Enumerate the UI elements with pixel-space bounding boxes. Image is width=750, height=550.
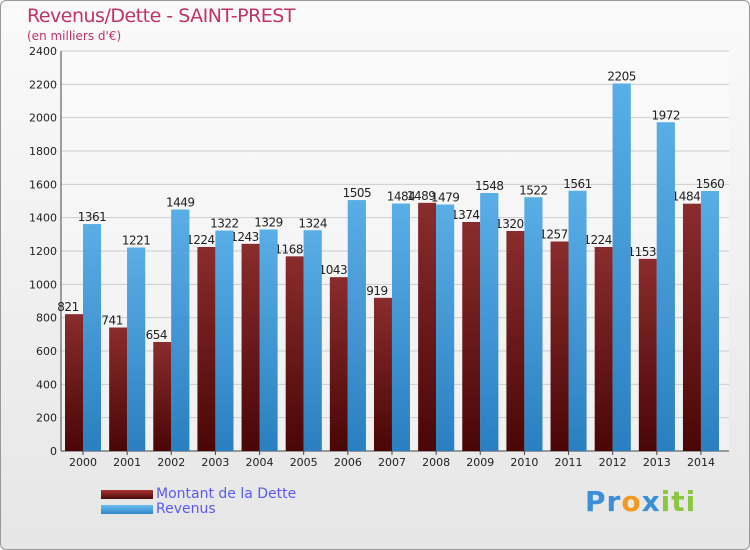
x-tick-label: 2006 xyxy=(334,456,362,469)
data-label-revenus: 1329 xyxy=(254,216,283,230)
chart-subtitle: (en milliers d'€) xyxy=(27,29,122,43)
data-label-revenus: 1522 xyxy=(519,183,548,197)
data-label-dette: 1320 xyxy=(495,217,524,231)
y-tick-label: 0 xyxy=(50,445,57,458)
legend-label-dette: Montant de la Dette xyxy=(156,486,297,502)
data-label-dette: 821 xyxy=(57,300,78,314)
bar-revenus-overlay xyxy=(480,193,499,451)
x-tick-label: 2001 xyxy=(113,456,141,469)
bar-dette xyxy=(197,247,216,451)
data-label-revenus: 2205 xyxy=(607,70,636,84)
x-tick-label: 2009 xyxy=(466,456,494,469)
data-label-revenus: 1505 xyxy=(343,186,372,200)
bar-dette xyxy=(285,256,304,451)
x-tick-label: 2003 xyxy=(201,456,229,469)
y-tick-label: 1600 xyxy=(29,178,57,191)
bar-dette xyxy=(329,277,348,451)
bar-revenus-overlay xyxy=(568,190,587,452)
bar-dette xyxy=(373,297,392,451)
bar-revenus-overlay xyxy=(127,247,146,451)
data-label-dette: 1043 xyxy=(319,263,348,277)
bar-revenus-overlay xyxy=(612,83,631,451)
bar-revenus-overlay xyxy=(83,224,101,451)
x-tick-label: 2013 xyxy=(643,456,671,469)
y-tick-label: 200 xyxy=(36,412,57,425)
data-label-dette: 1489 xyxy=(407,189,436,203)
data-label-revenus: 1449 xyxy=(166,196,195,210)
x-tick-label: 2004 xyxy=(246,456,274,469)
bar-revenus-overlay xyxy=(303,230,322,451)
data-label-revenus: 1361 xyxy=(78,210,107,224)
y-tick-label: 600 xyxy=(36,345,57,358)
x-tick-label: 2012 xyxy=(599,456,627,469)
data-label-revenus: 1324 xyxy=(298,216,327,230)
legend-swatch-dette xyxy=(101,490,153,499)
x-tick-label: 2014 xyxy=(687,456,715,469)
bar-dette xyxy=(594,247,613,451)
x-tick-label: 2011 xyxy=(555,456,583,469)
bar-revenus-overlay xyxy=(259,229,278,451)
y-tick-label: 1000 xyxy=(29,278,57,291)
data-label-dette: 1257 xyxy=(539,228,568,242)
y-tick-label: 1400 xyxy=(29,212,57,225)
bar-dette xyxy=(153,342,172,451)
data-label-revenus: 1972 xyxy=(652,108,681,122)
data-label-revenus: 1561 xyxy=(563,177,592,191)
x-tick-label: 2005 xyxy=(290,456,318,469)
data-label-dette: 1224 xyxy=(583,233,612,247)
data-label-revenus: 1221 xyxy=(122,234,151,248)
legend-label-revenus: Revenus xyxy=(156,501,216,517)
x-tick-label: 2008 xyxy=(422,456,450,469)
y-tick-label: 800 xyxy=(36,312,57,325)
bar-dette xyxy=(418,202,437,451)
data-label-dette: 1224 xyxy=(186,233,215,247)
x-tick-label: 2000 xyxy=(69,456,97,469)
data-label-dette: 919 xyxy=(366,284,387,298)
y-tick-label: 2000 xyxy=(29,112,57,125)
data-label-dette: 1484 xyxy=(672,190,701,204)
bar-dette xyxy=(682,203,701,451)
bar-dette xyxy=(65,314,83,451)
data-label-dette: 1374 xyxy=(451,208,480,222)
bar-dette xyxy=(462,222,481,451)
data-label-revenus: 1484 xyxy=(387,190,416,204)
y-tick-label: 1800 xyxy=(29,145,57,158)
bar-revenus-overlay xyxy=(347,200,366,451)
bar-dette xyxy=(241,243,260,451)
bar-dette xyxy=(109,327,128,451)
x-tick-label: 2007 xyxy=(378,456,406,469)
legend-swatch-revenus xyxy=(101,505,153,514)
data-label-dette: 1168 xyxy=(274,242,303,256)
data-label-dette: 1153 xyxy=(628,245,657,259)
y-tick-label: 1200 xyxy=(29,245,57,258)
data-label-revenus: 1548 xyxy=(475,179,504,193)
bar-dette xyxy=(506,231,525,451)
y-tick-label: 2400 xyxy=(29,45,57,58)
bar-revenus-overlay xyxy=(215,230,234,451)
data-label-dette: 654 xyxy=(146,328,167,342)
data-label-revenus: 1479 xyxy=(431,191,460,205)
bar-dette xyxy=(550,241,569,451)
y-tick-label: 2200 xyxy=(29,78,57,91)
proxiti-logo: Proxiti xyxy=(585,485,697,518)
bar-dette xyxy=(638,258,657,451)
y-tick-label: 400 xyxy=(36,378,57,391)
data-label-dette: 741 xyxy=(101,314,122,328)
bar-revenus-overlay xyxy=(700,191,719,451)
data-label-revenus: 1560 xyxy=(696,177,725,191)
bar-revenus-overlay xyxy=(436,204,455,451)
chart-title: Revenus/Dette - SAINT-PREST xyxy=(27,5,295,27)
bar-revenus-overlay xyxy=(524,197,543,451)
bar-revenus-overlay xyxy=(171,209,190,451)
data-label-dette: 1243 xyxy=(230,230,259,244)
bar-revenus-overlay xyxy=(656,122,675,451)
x-tick-label: 2010 xyxy=(510,456,538,469)
x-tick-label: 2002 xyxy=(157,456,185,469)
bar-revenus-overlay xyxy=(391,203,410,451)
data-label-revenus: 1322 xyxy=(210,217,239,231)
